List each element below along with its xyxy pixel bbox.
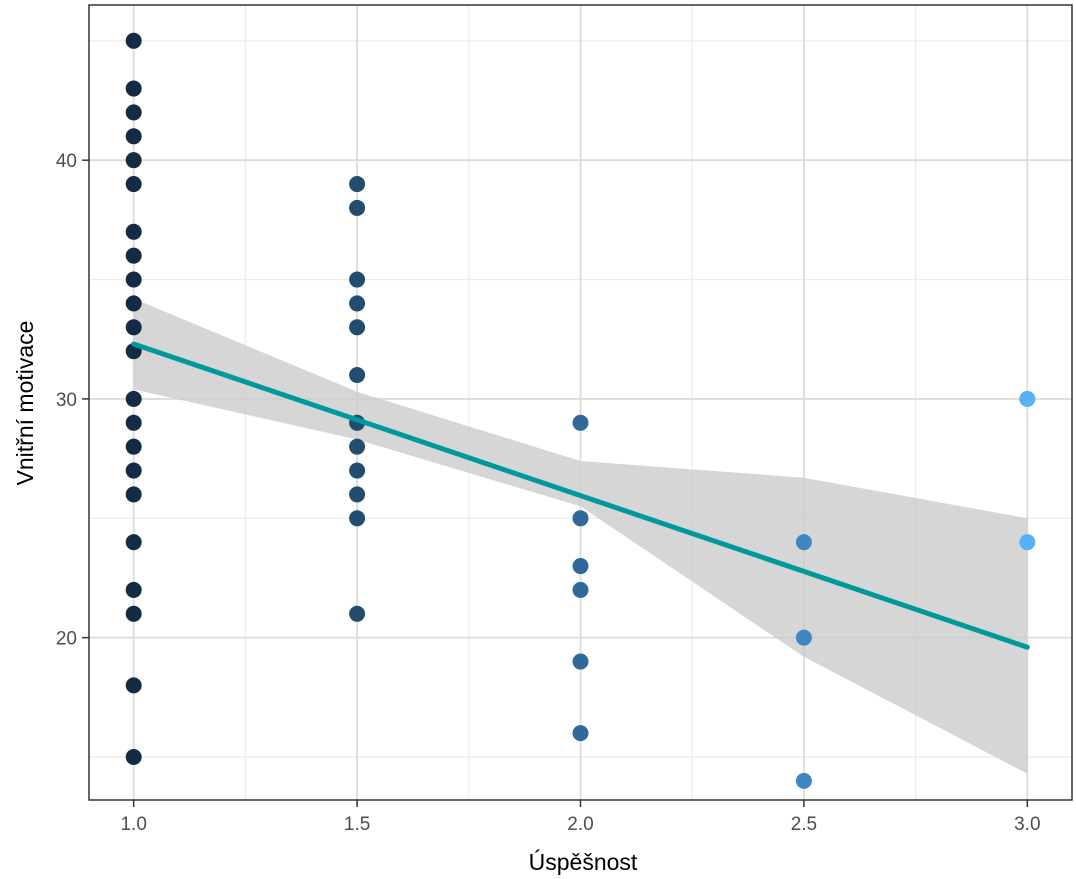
data-point	[125, 749, 142, 766]
x-tick-label: 2.0	[567, 814, 593, 835]
data-point	[125, 534, 142, 551]
data-point	[349, 367, 366, 384]
data-point	[572, 414, 589, 431]
y-tick-label: 30	[56, 390, 77, 411]
x-axis-ticks: 1.0 1.5 2.0 2.5 3.0	[120, 800, 1041, 835]
data-point	[125, 128, 142, 145]
data-point	[349, 176, 366, 193]
data-point	[349, 319, 366, 336]
data-point	[795, 629, 812, 646]
data-point	[125, 223, 142, 240]
data-point	[349, 462, 366, 479]
data-point	[349, 199, 366, 216]
data-point	[125, 319, 142, 336]
data-point	[125, 462, 142, 479]
y-tick-label: 20	[56, 629, 77, 650]
x-tick-label: 1.5	[344, 814, 370, 835]
data-point	[125, 32, 142, 49]
data-point	[125, 486, 142, 503]
data-point	[572, 558, 589, 575]
data-point	[125, 677, 142, 694]
y-axis-ticks: 20 30 40	[56, 151, 89, 650]
data-point	[125, 390, 142, 407]
data-point	[572, 510, 589, 527]
data-point	[349, 271, 366, 288]
data-point	[572, 653, 589, 670]
data-point	[1019, 534, 1036, 551]
regression-line	[131, 341, 1030, 650]
data-point	[125, 176, 142, 193]
data-point	[125, 247, 142, 264]
data-point	[1019, 390, 1036, 407]
data-point	[795, 534, 812, 551]
x-tick-label: 3.0	[1014, 814, 1040, 835]
data-point	[349, 438, 366, 455]
data-point	[125, 271, 142, 288]
data-point	[572, 581, 589, 598]
data-point	[125, 581, 142, 598]
data-point	[125, 605, 142, 622]
data-point	[125, 80, 142, 97]
data-point	[125, 414, 142, 431]
x-tick-label: 2.5	[791, 814, 817, 835]
data-point	[349, 605, 366, 622]
y-tick-label: 40	[56, 151, 77, 172]
data-point	[125, 295, 142, 312]
data-point	[349, 295, 366, 312]
y-axis-title: Vnitřní motivace	[12, 321, 38, 486]
data-point	[125, 438, 142, 455]
data-points	[125, 32, 1036, 789]
data-point	[125, 104, 142, 121]
data-point	[349, 510, 366, 527]
data-point	[125, 152, 142, 169]
data-point	[795, 772, 812, 789]
data-point	[572, 725, 589, 742]
data-point	[349, 486, 366, 503]
x-axis-title: Úspěšnost	[529, 849, 638, 875]
x-tick-label: 1.0	[120, 814, 146, 835]
